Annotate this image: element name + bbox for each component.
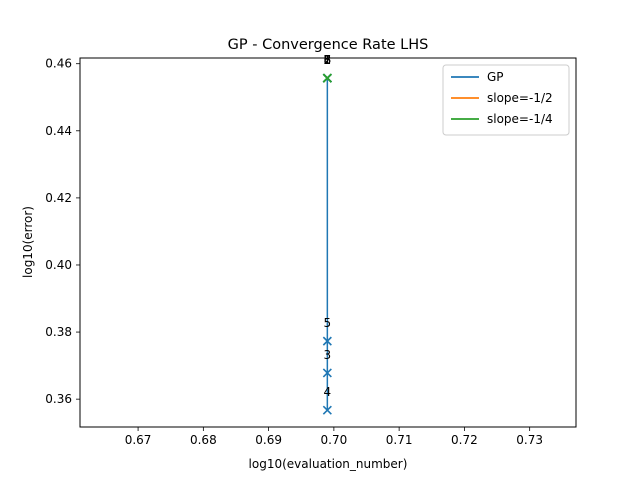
x-tick-label: 0.68 — [190, 433, 217, 447]
legend-label: slope=-1/2 — [487, 91, 553, 105]
y-axis-title: log10(error) — [21, 206, 35, 278]
legend-label: GP — [487, 70, 504, 84]
data-point-marker — [322, 73, 332, 83]
marker-stroke — [322, 336, 332, 346]
point-annotation: 3 — [324, 348, 332, 362]
x-tick-label: 0.72 — [451, 433, 478, 447]
point-annotation: 7 — [324, 53, 332, 67]
y-tick-label: 0.42 — [45, 191, 72, 205]
data-point-marker — [322, 368, 332, 378]
x-tick-label: 0.70 — [321, 433, 348, 447]
chart-title: GP - Convergence Rate LHS — [228, 37, 429, 53]
x-tick-label: 0.67 — [125, 433, 152, 447]
x-tick-label: 0.69 — [255, 433, 282, 447]
x-tick-label: 0.73 — [516, 433, 543, 447]
point-annotation: 2 — [324, 53, 332, 67]
marker-stroke — [322, 405, 332, 415]
point-annotation: 4 — [324, 385, 332, 399]
point-annotation: 1 — [324, 53, 332, 67]
legend-box — [442, 64, 570, 136]
marker-stroke — [322, 73, 332, 83]
y-tick-label: 0.46 — [45, 57, 72, 71]
marker-stroke — [322, 368, 332, 378]
y-tick-label: 0.44 — [45, 124, 72, 138]
x-tick-label: 0.71 — [386, 433, 413, 447]
point-annotation: 8 — [324, 53, 332, 67]
x-axis-title: log10(evaluation_number) — [249, 457, 408, 471]
y-tick-label: 0.36 — [45, 392, 72, 406]
legend-label: slope=-1/4 — [487, 112, 553, 126]
point-annotation: 5 — [324, 316, 332, 330]
point-annotation: 6 — [324, 53, 332, 67]
plot-frame — [79, 57, 577, 428]
y-tick-label: 0.38 — [45, 325, 72, 339]
data-point-marker — [322, 336, 332, 346]
data-point-marker — [322, 405, 332, 415]
y-tick-label: 0.40 — [45, 258, 72, 272]
legend: GP slope=-1/2 slope=-1/4 — [442, 64, 570, 136]
